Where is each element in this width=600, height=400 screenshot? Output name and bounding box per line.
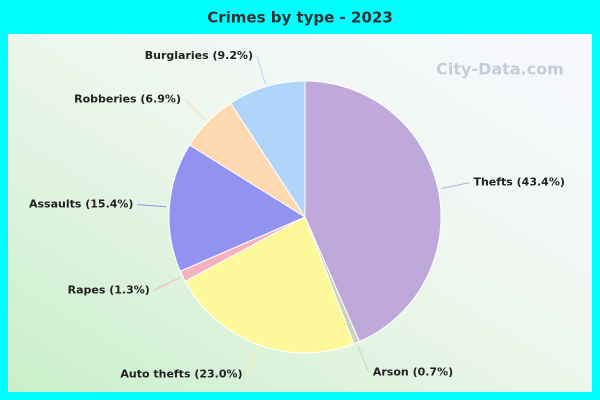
slice-label: Rapes (1.3%)	[68, 283, 150, 296]
pie-slice	[304, 80, 442, 343]
leader-line	[184, 99, 207, 121]
leader-line	[440, 182, 470, 190]
slice-label: Arson (0.7%)	[373, 365, 453, 378]
leader-line	[256, 55, 266, 84]
leader-line	[137, 204, 167, 208]
slice-label: Auto thefts (23.0%)	[120, 368, 242, 381]
slice-label: Robberies (6.9%)	[74, 92, 181, 105]
leader-line	[246, 347, 258, 375]
slice-label: Thefts (43.4%)	[473, 176, 564, 189]
slice-label: Assaults (15.4%)	[29, 198, 133, 211]
slice-label: Burglaries (9.2%)	[145, 49, 253, 62]
pie-slice	[168, 144, 307, 272]
watermark: City-Data.com	[436, 60, 564, 79]
pie-slice	[184, 216, 355, 354]
leader-line	[357, 345, 370, 373]
leader-line	[153, 277, 181, 291]
pie-slice	[229, 80, 306, 219]
chart-title: Crimes by type - 2023	[207, 9, 393, 27]
